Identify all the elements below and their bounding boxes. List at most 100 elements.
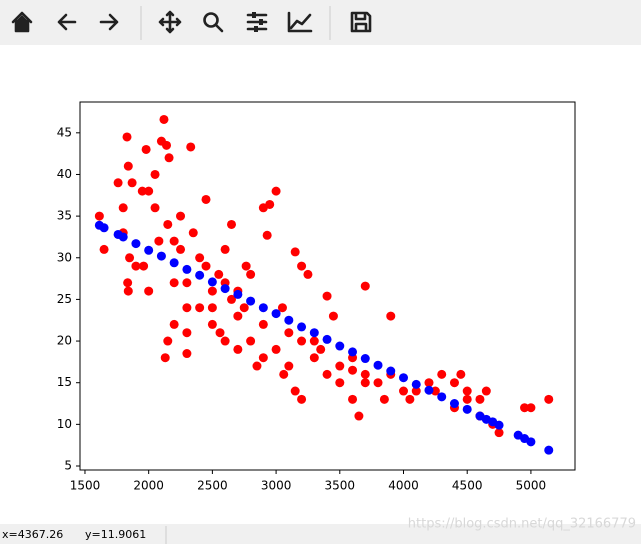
point	[233, 289, 243, 299]
x-tick-label: 4500	[452, 479, 483, 493]
point	[462, 394, 472, 404]
edit-axis-button[interactable]	[287, 11, 313, 33]
point	[373, 378, 383, 388]
point	[520, 403, 530, 413]
point	[94, 211, 104, 221]
point	[159, 114, 169, 124]
point	[220, 244, 230, 254]
x-tick-label: 4000	[388, 479, 419, 493]
y-tick-label: 20	[57, 334, 72, 348]
point	[322, 291, 332, 301]
point	[182, 328, 192, 338]
point	[150, 169, 160, 179]
point	[195, 270, 205, 280]
x-tick-label: 5000	[516, 479, 547, 493]
point	[220, 284, 230, 294]
point	[360, 281, 370, 291]
point	[526, 437, 536, 447]
point	[449, 378, 459, 388]
point	[169, 236, 179, 246]
pan-button[interactable]	[158, 10, 182, 34]
point	[271, 309, 281, 319]
y-coordinate: y=11.9061	[85, 528, 146, 541]
point	[258, 303, 268, 313]
point	[99, 244, 109, 254]
back-button[interactable]	[57, 13, 77, 31]
point	[239, 303, 249, 313]
point	[411, 379, 421, 389]
point	[131, 261, 141, 271]
point	[399, 386, 409, 396]
point	[348, 394, 358, 404]
point	[207, 277, 217, 287]
point	[207, 286, 217, 296]
y-tick-label: 35	[57, 209, 72, 223]
point	[284, 328, 294, 338]
x-tick-label: 3500	[325, 479, 356, 493]
point	[176, 244, 186, 254]
point	[475, 394, 485, 404]
x-tick-label: 3000	[261, 479, 292, 493]
point	[123, 161, 133, 171]
point	[297, 394, 307, 404]
point	[456, 369, 466, 379]
point	[411, 386, 421, 396]
point	[169, 319, 179, 329]
y-tick-label: 40	[57, 167, 72, 181]
point	[118, 232, 128, 242]
point	[118, 203, 128, 213]
point	[481, 386, 491, 396]
point	[297, 261, 307, 271]
point	[271, 186, 281, 196]
point	[526, 403, 536, 413]
point	[137, 186, 147, 196]
point	[233, 311, 243, 321]
plot: 1500 2000 2500 3000 3500 4000 4500 5000 5 10 15 20 2…	[57, 114, 554, 493]
point	[335, 361, 345, 371]
save-button[interactable]	[350, 11, 372, 33]
point	[386, 311, 396, 321]
point	[379, 394, 389, 404]
point	[131, 239, 141, 249]
point	[405, 394, 415, 404]
point	[125, 253, 135, 263]
point	[322, 334, 332, 344]
point	[437, 369, 447, 379]
forward-button[interactable]	[99, 13, 119, 31]
point	[226, 294, 236, 304]
point	[360, 369, 370, 379]
point	[544, 445, 554, 455]
point	[328, 311, 338, 321]
y-tick-label: 5	[64, 459, 72, 473]
point	[186, 142, 196, 152]
point	[139, 261, 149, 271]
point	[424, 385, 434, 395]
x-tick-label: 1500	[70, 479, 101, 493]
x-tick-label: 2000	[133, 479, 164, 493]
point	[335, 378, 345, 388]
point	[335, 341, 345, 351]
axes-frame	[79, 101, 576, 471]
point	[144, 286, 154, 296]
watermark: https://blog.csdn.net/qq_32166779	[408, 517, 636, 532]
point	[207, 319, 217, 329]
y-tick-label: 45	[57, 125, 72, 139]
point	[262, 230, 272, 240]
point	[214, 269, 224, 279]
point	[182, 303, 192, 313]
point	[309, 353, 319, 363]
zoom-button[interactable]	[203, 12, 224, 33]
configure-button[interactable]	[246, 12, 268, 32]
point	[348, 365, 358, 375]
home-button[interactable]	[11, 11, 33, 33]
toolbar	[0, 0, 641, 45]
point	[252, 361, 262, 371]
point	[182, 349, 192, 359]
point	[176, 211, 186, 221]
point	[246, 336, 256, 346]
point	[207, 303, 217, 313]
point	[360, 378, 370, 388]
point	[144, 186, 154, 196]
point	[354, 411, 364, 421]
y-tick-label: 10	[57, 417, 72, 431]
